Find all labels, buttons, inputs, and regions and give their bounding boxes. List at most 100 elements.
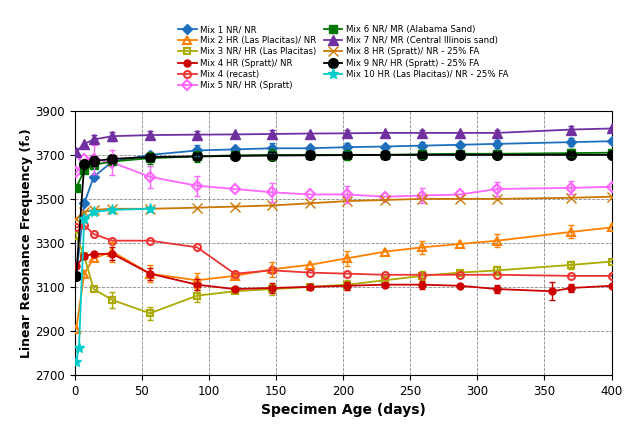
Mix 10 HR (Las Placitas)/ NR - 25% FA [109, 207, 116, 213]
Mix 7 NR/ MR (Central Illinois sand) [90, 137, 97, 142]
Mix 9 NR/ HR (Spratt) - 25% FA [567, 153, 575, 158]
Mix 5 NR/ HR (Spratt) [80, 157, 88, 162]
Mix 1 NR/ NR [306, 146, 313, 151]
Mix 9 NR/ HR (Spratt) - 25% FA [231, 153, 238, 158]
Mix 5 NR/ HR (Spratt) [419, 193, 426, 198]
Mix 9 NR/ HR (Spratt) - 25% FA [193, 154, 201, 159]
Mix 1 NR/ NR [456, 142, 464, 147]
Mix 7 NR/ MR (Central Illinois sand) [193, 132, 201, 137]
Mix 8 HR (Spratt)/ NR - 25% FA [193, 205, 201, 210]
Mix 4 (recast) [72, 225, 80, 230]
Mix 2 HR (Las Placitas)/ NR [146, 271, 154, 276]
Mix 8 HR (Spratt)/ NR - 25% FA [72, 216, 80, 221]
Mix 3 NR/ HR (Las Placitas) [456, 270, 464, 275]
Mix 4 (recast) [343, 271, 351, 276]
Mix 6 NR/ MR (Alabama Sand) [268, 153, 276, 158]
Mix 2 HR (Las Placitas)/ NR [268, 267, 276, 272]
Mix 8 HR (Spratt)/ NR - 25% FA [90, 207, 97, 213]
Mix 1 NR/ NR [80, 201, 88, 206]
Mix 4 HR (Spratt)/ NR [456, 283, 464, 288]
Mix 9 NR/ HR (Spratt) - 25% FA [343, 153, 351, 158]
Mix 8 HR (Spratt)/ NR - 25% FA [456, 196, 464, 201]
Mix 6 NR/ MR (Alabama Sand) [80, 168, 88, 173]
Mix 5 NR/ HR (Spratt) [306, 192, 313, 197]
Mix 2 HR (Las Placitas)/ NR [306, 262, 313, 268]
Mix 10 HR (Las Placitas)/ NR - 25% FA [80, 216, 88, 221]
Mix 8 HR (Spratt)/ NR - 25% FA [231, 204, 238, 209]
Line: Mix 6 NR/ MR (Alabama Sand): Mix 6 NR/ MR (Alabama Sand) [72, 149, 616, 192]
Mix 9 NR/ HR (Spratt) - 25% FA [80, 161, 88, 166]
Mix 9 NR/ HR (Spratt) - 25% FA [146, 155, 154, 160]
Mix 9 NR/ HR (Spratt) - 25% FA [72, 273, 80, 279]
Mix 2 HR (Las Placitas)/ NR [381, 249, 389, 254]
Mix 8 HR (Spratt)/ NR - 25% FA [381, 197, 389, 202]
Mix 3 NR/ HR (Las Placitas) [80, 253, 88, 259]
Mix 8 HR (Spratt)/ NR - 25% FA [80, 210, 88, 215]
Line: Mix 4 (recast): Mix 4 (recast) [73, 222, 615, 279]
Mix 5 NR/ HR (Spratt) [109, 160, 116, 165]
Mix 4 (recast) [456, 272, 464, 277]
Y-axis label: Linear Resonance Frequency (fₒ): Linear Resonance Frequency (fₒ) [19, 128, 32, 358]
Line: Mix 5 NR/ HR (Spratt): Mix 5 NR/ HR (Spratt) [73, 156, 615, 200]
Mix 4 (recast) [494, 272, 501, 277]
Mix 6 NR/ MR (Alabama Sand) [456, 151, 464, 156]
Mix 1 NR/ NR [109, 159, 116, 164]
Mix 6 NR/ MR (Alabama Sand) [72, 185, 80, 190]
Mix 4 HR (Spratt)/ NR [381, 282, 389, 287]
Mix 1 NR/ NR [146, 153, 154, 158]
X-axis label: Specimen Age (days): Specimen Age (days) [261, 403, 426, 417]
Mix 3 NR/ HR (Las Placitas) [608, 259, 615, 264]
Mix 8 HR (Spratt)/ NR - 25% FA [567, 195, 575, 200]
Mix 4 HR (Spratt)/ NR [567, 285, 575, 291]
Mix 4 (recast) [231, 271, 238, 276]
Mix 4 HR (Spratt)/ NR [548, 289, 556, 294]
Mix 7 NR/ MR (Central Illinois sand) [343, 131, 351, 136]
Mix 5 NR/ HR (Spratt) [343, 192, 351, 197]
Mix 2 HR (Las Placitas)/ NR [193, 278, 201, 283]
Mix 4 (recast) [381, 272, 389, 277]
Mix 8 HR (Spratt)/ NR - 25% FA [494, 196, 501, 201]
Mix 3 NR/ HR (Las Placitas) [146, 311, 154, 316]
Mix 9 NR/ HR (Spratt) - 25% FA [306, 153, 313, 158]
Mix 5 NR/ HR (Spratt) [146, 174, 154, 179]
Mix 4 (recast) [146, 238, 154, 243]
Mix 4 HR (Spratt)/ NR [109, 251, 116, 256]
Mix 4 (recast) [306, 270, 313, 275]
Mix 2 HR (Las Placitas)/ NR [419, 245, 426, 250]
Mix 4 (recast) [193, 245, 201, 250]
Mix 4 HR (Spratt)/ NR [231, 287, 238, 292]
Mix 4 HR (Spratt)/ NR [608, 283, 615, 288]
Mix 2 HR (Las Placitas)/ NR [109, 249, 116, 254]
Mix 7 NR/ MR (Central Illinois sand) [381, 130, 389, 135]
Mix 2 HR (Las Placitas)/ NR [343, 256, 351, 261]
Mix 9 NR/ HR (Spratt) - 25% FA [109, 156, 116, 161]
Mix 3 NR/ HR (Las Placitas) [419, 273, 426, 279]
Mix 7 NR/ MR (Central Illinois sand) [608, 126, 615, 131]
Mix 7 NR/ MR (Central Illinois sand) [72, 149, 80, 154]
Mix 4 HR (Spratt)/ NR [90, 251, 97, 256]
Mix 3 NR/ HR (Las Placitas) [381, 278, 389, 283]
Mix 4 HR (Spratt)/ NR [268, 285, 276, 291]
Mix 6 NR/ MR (Alabama Sand) [306, 153, 313, 158]
Mix 2 HR (Las Placitas)/ NR [494, 238, 501, 243]
Mix 5 NR/ HR (Spratt) [567, 185, 575, 190]
Mix 2 HR (Las Placitas)/ NR [567, 229, 575, 234]
Mix 1 NR/ NR [72, 273, 80, 279]
Line: Mix 1 NR/ NR: Mix 1 NR/ NR [73, 138, 615, 279]
Mix 3 NR/ HR (Las Placitas) [72, 234, 80, 239]
Mix 3 NR/ HR (Las Placitas) [306, 284, 313, 289]
Mix 6 NR/ MR (Alabama Sand) [494, 151, 501, 156]
Mix 8 HR (Spratt)/ NR - 25% FA [608, 194, 615, 199]
Line: Mix 8 HR (Spratt)/ NR - 25% FA: Mix 8 HR (Spratt)/ NR - 25% FA [71, 192, 617, 224]
Mix 4 (recast) [567, 273, 575, 279]
Mix 2 HR (Las Placitas)/ NR [90, 256, 97, 261]
Mix 4 (recast) [268, 268, 276, 273]
Mix 5 NR/ HR (Spratt) [608, 184, 615, 189]
Mix 4 HR (Spratt)/ NR [193, 282, 201, 287]
Mix 1 NR/ NR [381, 144, 389, 149]
Mix 5 NR/ HR (Spratt) [456, 192, 464, 197]
Mix 7 NR/ MR (Central Illinois sand) [268, 131, 276, 136]
Mix 3 NR/ HR (Las Placitas) [109, 297, 116, 302]
Mix 9 NR/ HR (Spratt) - 25% FA [90, 158, 97, 164]
Mix 6 NR/ MR (Alabama Sand) [419, 152, 426, 157]
